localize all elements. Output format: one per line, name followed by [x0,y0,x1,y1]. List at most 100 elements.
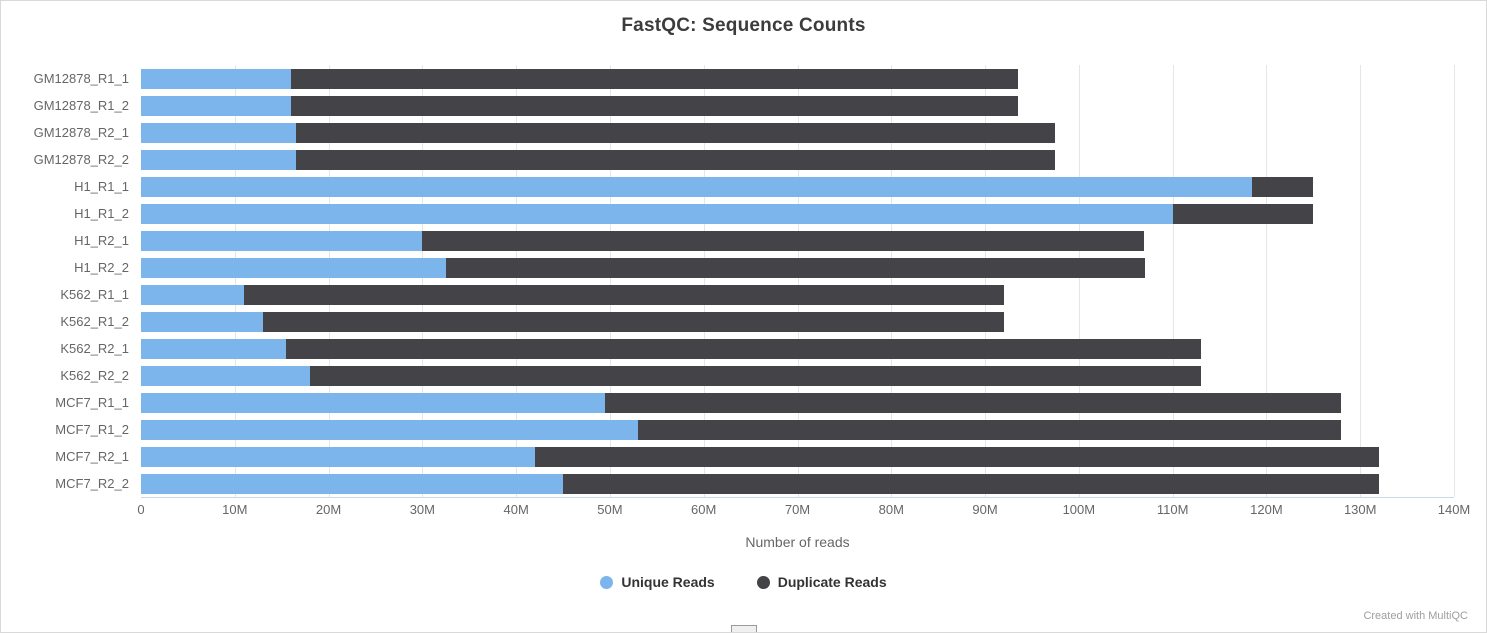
x-tick-label: 50M [597,502,623,517]
bar-segment-unique-reads[interactable] [141,446,535,467]
stacked-bar [141,311,1454,332]
bar-segment-duplicate-reads[interactable] [638,419,1342,440]
stacked-bar [141,419,1454,440]
bar-segment-unique-reads[interactable] [141,311,263,332]
bar-row [141,389,1454,416]
bar-segment-duplicate-reads[interactable] [605,392,1342,413]
bar-segment-unique-reads[interactable] [141,392,606,413]
y-axis-label: K562_R2_2 [60,368,129,383]
x-tick-label: 60M [691,502,717,517]
bar-segment-unique-reads[interactable] [141,203,1173,224]
bar-row [141,119,1454,146]
stacked-bar [141,68,1454,89]
multiqc-credit: Created with MultiQC [1363,610,1468,622]
bar-rows [141,65,1454,497]
x-axis-title: Number of reads [745,534,850,550]
stacked-bar [141,257,1454,278]
bar-segment-duplicate-reads[interactable] [445,257,1145,278]
y-axis-label: GM12878_R1_1 [33,71,129,86]
bar-row [141,65,1454,92]
stacked-bar [141,122,1454,143]
bar-segment-duplicate-reads[interactable] [1172,203,1314,224]
duplicate-reads-marker-icon [756,575,770,589]
bar-segment-unique-reads[interactable] [141,68,292,89]
bar-segment-duplicate-reads[interactable] [534,446,1379,467]
bar-segment-duplicate-reads[interactable] [563,473,1379,494]
bar-segment-duplicate-reads[interactable] [286,338,1201,359]
stacked-bar [141,446,1454,467]
bar-row [141,146,1454,173]
y-axis-label: H1_R2_2 [74,260,129,275]
stacked-bar [141,176,1454,197]
stacked-bar [141,149,1454,170]
chart-title: FastQC: Sequence Counts [621,15,866,36]
bar-segment-unique-reads[interactable] [141,176,1253,197]
x-tick-label: 120M [1250,502,1283,517]
y-axis-label: K562_R1_2 [60,314,129,329]
bar-row [141,173,1454,200]
bar-segment-duplicate-reads[interactable] [1252,176,1314,197]
bar-segment-duplicate-reads[interactable] [295,122,1056,143]
bar-segment-unique-reads[interactable] [141,338,287,359]
x-tick-label: 20M [315,502,342,517]
y-axis-labels: GM12878_R1_1 GM12878_R1_2 GM12878_R2_1 GM12… [9,65,141,498]
plot-area: GM12878_R1_1 GM12878_R1_2 GM12878_R2_1 GM12… [9,65,1455,498]
bar-row [141,200,1454,227]
x-tick-label: 30M [409,502,435,517]
y-axis-label: MCF7_R1_1 [55,395,129,410]
scrollbar-handle[interactable] [730,625,757,632]
bar-row [141,308,1454,335]
legend: Unique Reads Duplicate Reads [1,574,1486,590]
bar-row [141,281,1454,308]
stacked-bar [141,338,1454,359]
bar-segment-unique-reads[interactable] [141,257,446,278]
y-axis-label: GM12878_R2_2 [33,152,129,167]
y-axis-label: H1_R2_1 [74,233,129,248]
y-axis-label: GM12878_R1_2 [33,98,129,113]
y-axis-label: MCF7_R2_2 [55,476,129,491]
bar-segment-unique-reads[interactable] [141,284,245,305]
bar-row [141,362,1454,389]
bar-segment-unique-reads[interactable] [141,365,310,386]
bar-segment-duplicate-reads[interactable] [422,230,1145,251]
stacked-bar [141,203,1454,224]
bar-segment-duplicate-reads[interactable] [295,149,1056,170]
bar-segment-unique-reads[interactable] [141,122,296,143]
x-tick-label: 40M [503,502,529,517]
bar-segment-unique-reads[interactable] [141,473,564,494]
bar-segment-unique-reads[interactable] [141,419,639,440]
x-tick-label: 80M [878,502,904,517]
bar-segment-duplicate-reads[interactable] [291,95,1018,116]
legend-label-unique-reads: Unique Reads [621,574,715,590]
bar-row [141,254,1454,281]
bar-segment-duplicate-reads[interactable] [262,311,1004,332]
bar-segment-unique-reads[interactable] [141,95,292,116]
y-axis-label: K562_R1_1 [60,287,129,302]
y-axis-label: K562_R2_1 [60,341,129,356]
bar-row [141,470,1454,497]
bar-segment-duplicate-reads[interactable] [244,284,1004,305]
bar-segment-unique-reads[interactable] [141,149,296,170]
x-tick-label: 10M [222,502,248,517]
legend-item-unique-reads[interactable]: Unique Reads [600,574,715,590]
y-axis-label: H1_R1_2 [74,206,129,221]
x-tick-label: 100M [1062,502,1096,517]
bar-row [141,335,1454,362]
stacked-bar [141,284,1454,305]
bar-row [141,416,1454,443]
bars-area [141,65,1455,498]
y-axis-label: H1_R1_1 [74,179,129,194]
legend-item-duplicate-reads[interactable]: Duplicate Reads [756,574,887,590]
x-tick-label: 90M [972,502,998,517]
stacked-bar [141,230,1454,251]
gridline [1454,65,1455,497]
x-axis: 0 10M 20M 30M 40M 50M 60M 70M 80M 90M 100M 110M 120M… [137,502,1470,526]
bar-segment-unique-reads[interactable] [141,230,423,251]
bar-segment-duplicate-reads[interactable] [291,68,1018,89]
stacked-bar [141,392,1454,413]
x-tick-label: 110M [1156,502,1189,517]
bar-segment-duplicate-reads[interactable] [309,365,1201,386]
stacked-bar [141,473,1454,494]
x-tick-label: 70M [784,502,811,517]
